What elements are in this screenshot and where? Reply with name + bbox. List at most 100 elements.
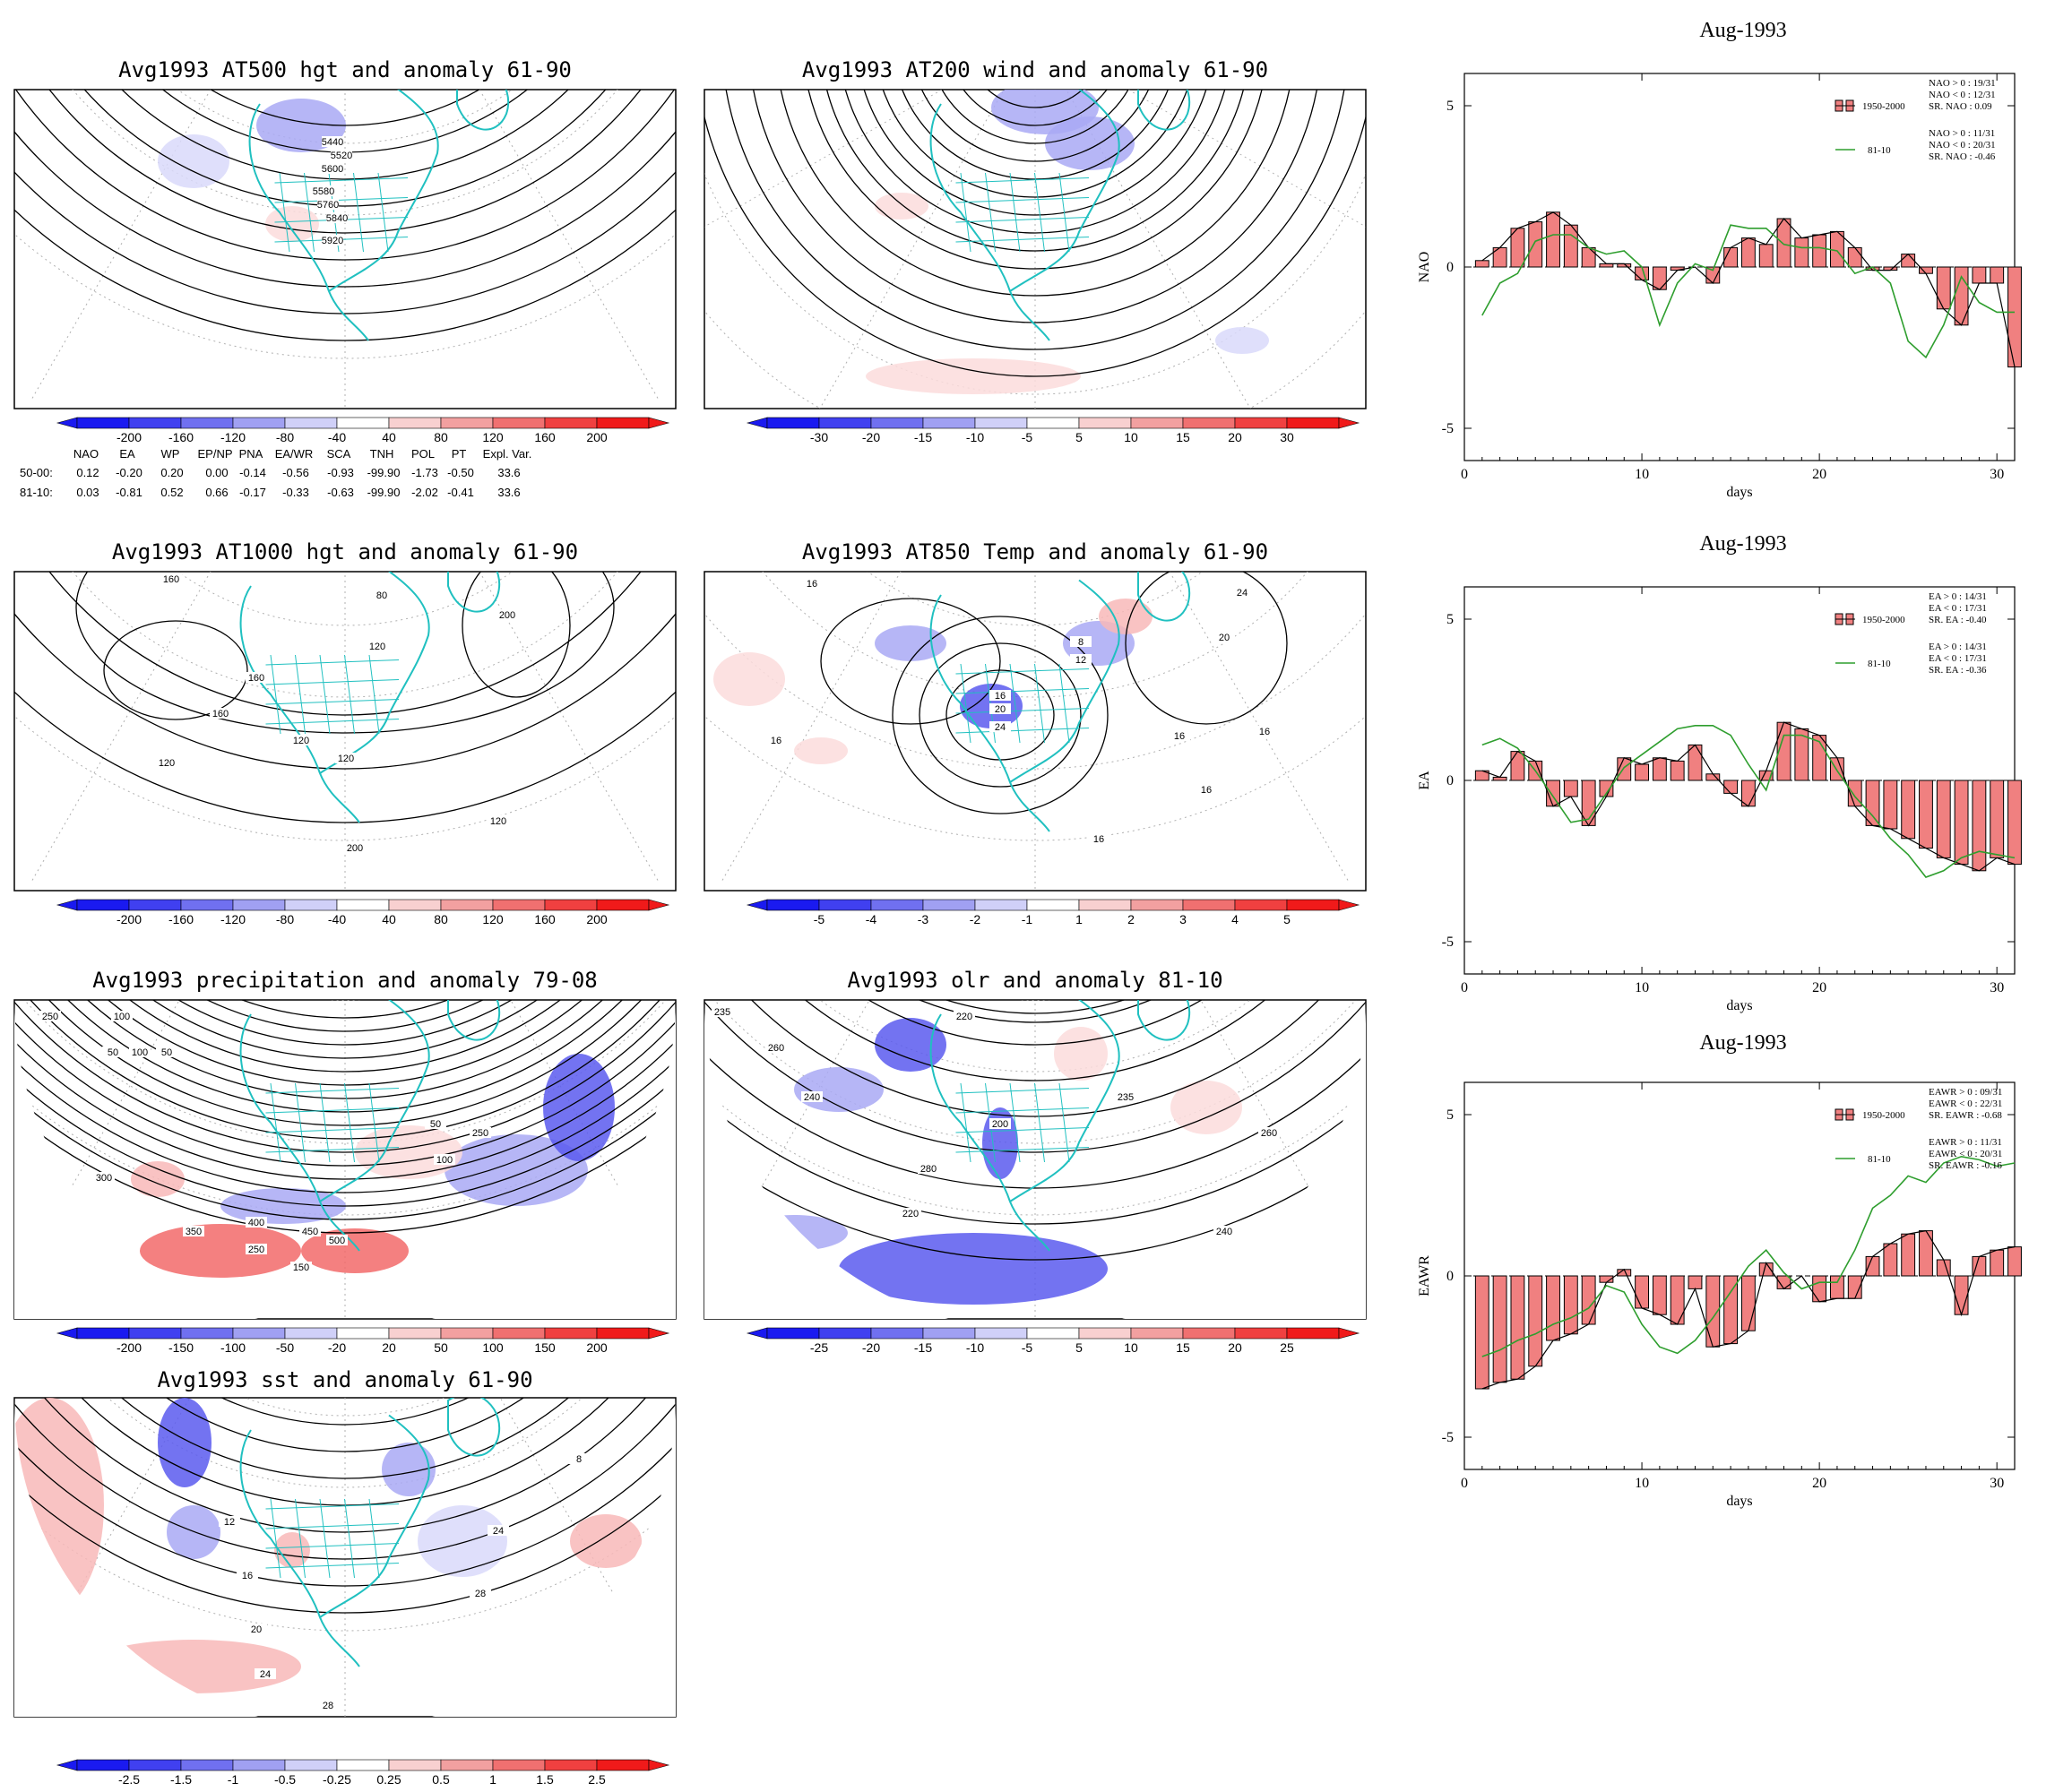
contour-label-bg [434, 1154, 455, 1165]
state-border [319, 1498, 331, 1579]
y-axis-label: NAO [1417, 252, 1432, 283]
colorbar-tick-label: 160 [534, 430, 556, 444]
bar [2007, 1246, 2022, 1277]
colorbar-tick-label: -50 [276, 1340, 294, 1355]
colorbar-segment [1026, 899, 1080, 911]
anomaly-shading [274, 1532, 310, 1568]
table-cell: -0.41 [447, 486, 474, 499]
state-border [295, 1082, 306, 1163]
contour-label: 200 [992, 1119, 1008, 1130]
contour-label: 500 [329, 1236, 345, 1246]
legend-stat: EA > 0 : 14/31 [1929, 642, 1987, 652]
colorbar-arrow-right [648, 899, 670, 911]
table-header-cell: WP [161, 447, 180, 461]
contour-label-bg [900, 1208, 921, 1219]
colorbar-segment [180, 1759, 234, 1771]
map-content: 250 100 50 100 50 300 350 400 450 500 250 150 100 50 2… [14, 1000, 676, 1319]
contour-label-bg [1254, 726, 1275, 737]
meridian [721, 572, 902, 883]
bar [1901, 780, 1916, 840]
x-tick-label: 20 [1812, 980, 1826, 995]
colorbar: -200 -160 -120 -80 -40 40 80 120 160 200 [56, 417, 670, 444]
map-panel-at850: Avg1993 AT850 Temp and anomaly 61-90 16 2… [704, 539, 1367, 926]
contour-label: 5920 [322, 236, 343, 246]
state-border [955, 728, 1090, 734]
anomaly-shading [794, 737, 848, 764]
colorbar: -30 -20 -15 -10 -5 5 10 15 20 30 [746, 417, 1360, 444]
state-border [265, 659, 400, 666]
contour-label: 200 [499, 610, 515, 621]
x-tick-label: 0 [1461, 980, 1468, 995]
nao-chart: Aug-1993 5 0 -5 0 10 20 30 days NAO 1950-2000 NAO … [1417, 19, 2022, 500]
meridian [1035, 0, 1349, 36]
contour-label: 16 [771, 736, 781, 746]
contour-line [780, 90, 1291, 297]
x-tick-label: 10 [1635, 1476, 1649, 1491]
contour-label-bg [246, 1624, 267, 1634]
colorbar-arrow-left [56, 417, 78, 429]
contour-label: 5760 [317, 200, 339, 211]
colorbar-segment [492, 1759, 546, 1771]
contour-label-bg [954, 1011, 975, 1021]
colorbar-segment [818, 899, 872, 911]
state-border [955, 217, 1090, 223]
colorbar-segment [336, 899, 390, 911]
bar [1563, 1275, 1578, 1335]
colorbar-tick-label: 4 [1231, 912, 1239, 926]
bar [1474, 1275, 1489, 1390]
table-cell: 0.00 [205, 466, 228, 479]
x-axis-label: days [1726, 1494, 1752, 1509]
coastline-north-america [929, 579, 1120, 832]
table-cell: 33.6 [497, 466, 520, 479]
colorbar-tick-label: -5 [814, 912, 825, 926]
legend-stat: NAO < 0 : 20/31 [1929, 140, 1996, 151]
colorbar-segment [596, 899, 650, 911]
contour-line [462, 572, 571, 698]
contour-line [30, 1000, 660, 1140]
legend-stat: EAWR < 0 : 20/31 [1929, 1149, 2002, 1159]
contour-line [66, 1000, 624, 1113]
contour-line [704, 1147, 1366, 1261]
contour-line [14, 130, 676, 288]
contour-line [14, 1021, 676, 1167]
state-border [265, 1543, 400, 1549]
colorbar-segment [440, 1327, 494, 1340]
contour-label: 100 [436, 1155, 453, 1166]
contour-label: 5600 [322, 164, 343, 175]
colorbar-tick-label: 0.25 [376, 1772, 401, 1787]
colorbar-tick-label: 80 [434, 430, 448, 444]
state-border [960, 1082, 971, 1163]
table-cell: -0.14 [239, 466, 266, 479]
table-header-cell: PNA [239, 447, 263, 461]
table-cell: 0.52 [160, 486, 183, 499]
state-border [265, 679, 400, 685]
colorbar-tick-label: 160 [534, 912, 556, 926]
colorbar-segment [1182, 417, 1236, 429]
colorbar-segment [388, 1759, 442, 1771]
colorbar-tick-label: -20 [328, 1340, 346, 1355]
contour-line [868, 1000, 1203, 1046]
table-cell: -0.93 [327, 466, 354, 479]
contour-label-bg [989, 721, 1011, 732]
colorbar-tick-label: -160 [168, 912, 194, 926]
bar [1581, 1275, 1596, 1325]
contour-line [86, 1000, 604, 1099]
contour-label-bg [331, 150, 352, 160]
colorbar-tick-label: -1 [228, 1772, 239, 1787]
colorbar-tick-label: 120 [482, 912, 504, 926]
state-border [265, 1127, 400, 1133]
contour-label-bg [1115, 1091, 1136, 1102]
map-title: Avg1993 AT850 Temp and anomaly 61-90 [802, 539, 1268, 564]
anomaly-shading [866, 358, 1081, 394]
contour-label: 250 [42, 1012, 58, 1022]
contour-label-bg [237, 1570, 258, 1581]
contour-label: 12 [1075, 655, 1086, 666]
state-border [1058, 172, 1070, 253]
legend-stat: NAO < 0 : 12/31 [1929, 90, 1996, 100]
state-border [295, 1498, 306, 1579]
table-header-cell: PT [452, 447, 467, 461]
colorbar-segment [128, 1327, 182, 1340]
contour-label-bg [1213, 632, 1235, 642]
coastline-north-america [239, 1414, 430, 1667]
contour-label: 50 [161, 1047, 172, 1058]
